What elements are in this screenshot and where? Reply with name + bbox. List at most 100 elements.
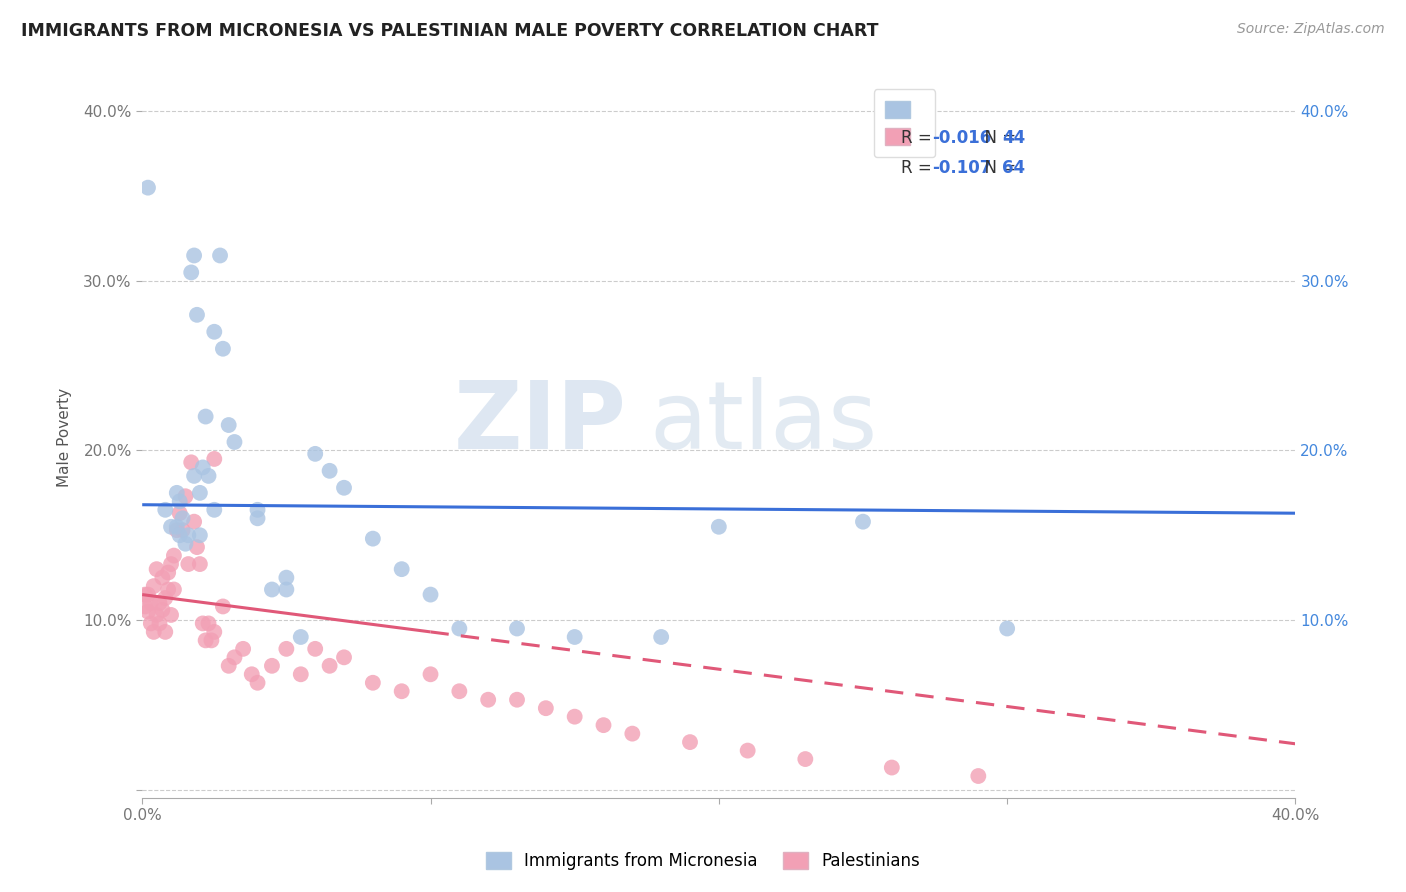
Point [202,452,225,467]
Point [202,325,225,339]
Point [707,520,730,534]
Point [139,616,162,631]
Point [318,464,340,478]
Point [183,469,205,483]
Point [212,342,235,356]
Point [240,667,263,681]
Point [592,718,614,732]
Point [157,582,180,597]
Point [506,622,529,636]
Y-axis label: Male Poverty: Male Poverty [58,388,72,487]
Point [318,658,340,673]
Point [967,769,990,783]
Point [194,633,217,648]
Point [172,523,194,537]
Point [621,726,644,740]
Point [506,692,529,706]
Point [218,658,240,673]
Point [290,630,312,644]
Point [174,489,197,503]
Point [136,180,159,194]
Point [142,624,165,639]
Point [224,435,246,450]
Point [166,520,188,534]
Point [150,603,173,617]
Point [202,624,225,639]
Point [564,709,586,723]
Point [260,582,283,597]
Point [246,675,269,690]
Point [157,566,180,580]
Text: IMMIGRANTS FROM MICRONESIA VS PALESTINIAN MALE POVERTY CORRELATION CHART: IMMIGRANTS FROM MICRONESIA VS PALESTINIA… [21,22,879,40]
Point [174,537,197,551]
Point [186,540,208,554]
Point [172,511,194,525]
Point [391,562,413,576]
Point [276,582,298,597]
Point [361,532,384,546]
Point [232,641,254,656]
Text: atlas: atlas [650,377,877,469]
Point [276,641,298,656]
Point [449,684,471,698]
Point [134,588,156,602]
Point [148,596,170,610]
Point [163,582,186,597]
Text: N =: N = [974,128,1022,147]
Point [169,506,191,520]
Point [564,630,586,644]
Point [145,562,167,576]
Point [139,596,162,610]
Point [155,503,177,517]
Point [197,469,219,483]
Point [142,579,165,593]
Point [155,624,177,639]
Point [163,549,186,563]
Point [160,607,183,622]
Point [852,515,875,529]
Point [477,692,499,706]
Text: Source: ZipAtlas.com: Source: ZipAtlas.com [1237,22,1385,37]
Point [183,515,205,529]
Point [183,248,205,262]
Point [679,735,702,749]
Point [155,591,177,605]
Point [188,557,211,571]
Point [449,622,471,636]
Point [191,460,214,475]
Point [737,743,759,757]
Point [169,528,191,542]
Text: -0.107: -0.107 [932,159,991,177]
Point [276,571,298,585]
Point [188,528,211,542]
Text: 64: 64 [1002,159,1025,177]
Point [212,599,235,614]
Point [166,523,188,537]
Point [200,633,222,648]
Point [180,265,202,279]
Point [260,658,283,673]
Point [419,667,441,681]
Point [177,528,200,542]
Point [180,455,202,469]
Text: R =: R = [901,159,936,177]
Point [188,486,211,500]
Legend: Immigrants from Micronesia, Palestinians: Immigrants from Micronesia, Palestinians [479,845,927,877]
Text: -0.016: -0.016 [932,128,991,147]
Point [160,557,183,571]
Point [134,599,156,614]
Text: R =: R = [901,128,936,147]
Point [197,616,219,631]
Point [166,486,188,500]
Point [194,409,217,424]
Point [191,616,214,631]
Point [209,248,232,262]
Point [246,503,269,517]
Point [304,447,326,461]
Point [794,752,817,766]
Point [169,494,191,508]
Point [650,630,672,644]
Point [361,675,384,690]
Point [177,557,200,571]
Point [534,701,557,715]
